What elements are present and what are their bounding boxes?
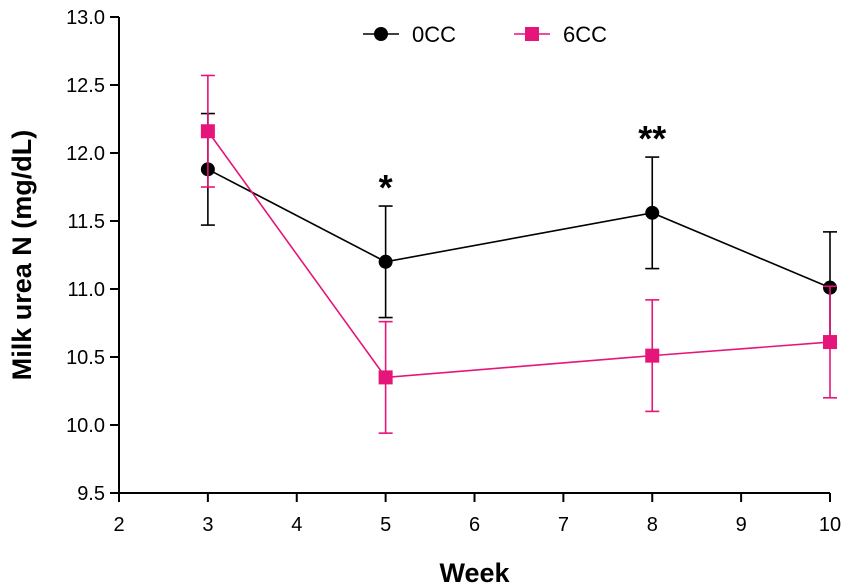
x-axis-title: Week — [439, 558, 510, 588]
legend-label-0cc: 0CC — [412, 22, 456, 47]
x-tick-label: 7 — [558, 514, 569, 536]
y-tick-label: 10.5 — [66, 347, 105, 369]
x-tick-label: 9 — [736, 514, 747, 536]
data-point-6cc — [645, 348, 660, 363]
legend-label-6cc: 6CC — [563, 22, 607, 47]
series-0cc — [200, 112, 837, 345]
x-tick-label: 10 — [819, 514, 841, 536]
data-point-6cc — [823, 335, 837, 350]
y-tick-label: 9.5 — [77, 483, 105, 505]
y-tick-label: 12.5 — [66, 75, 105, 97]
series-line-0cc — [207, 168, 831, 289]
x-ticks: 2 3 4 5 6 7 8 9 10 — [113, 493, 841, 536]
data-point-0cc — [645, 205, 660, 220]
y-tick-label: 12.0 — [66, 143, 105, 165]
x-tick-label: 4 — [291, 514, 302, 536]
legend-marker-6cc — [525, 27, 539, 41]
data-point-6cc — [200, 124, 215, 139]
legend: 0CC 6CC — [363, 22, 607, 47]
legend-item-0cc: 0CC — [363, 22, 456, 47]
x-tick-label: 5 — [380, 514, 391, 536]
legend-item-6cc: 6CC — [514, 22, 607, 47]
x-tick-label: 2 — [113, 514, 124, 536]
y-ticks: 9.5 10.0 10.5 11.0 11.5 12.0 12.5 13.0 — [66, 7, 119, 505]
annotation-layer: *** — [379, 118, 667, 208]
y-axis-title: Milk urea N (mg/dL) — [7, 130, 37, 381]
x-tick-label: 8 — [647, 514, 658, 536]
y-tick-label: 11.5 — [68, 211, 105, 233]
series-layer — [200, 74, 837, 434]
x-tick-label: 3 — [202, 514, 213, 536]
legend-marker-0cc — [374, 27, 388, 41]
series-line-6cc — [207, 130, 831, 379]
series-6cc — [200, 74, 837, 434]
y-tick-label: 11.0 — [68, 279, 105, 301]
significance-marker: * — [379, 167, 393, 208]
y-tick-label: 13.0 — [66, 7, 105, 29]
data-point-6cc — [378, 370, 393, 385]
axes — [118, 17, 830, 494]
x-tick-label: 6 — [469, 514, 480, 536]
data-point-0cc — [378, 254, 393, 269]
significance-marker: ** — [638, 118, 666, 159]
y-tick-label: 10.0 — [66, 415, 105, 437]
